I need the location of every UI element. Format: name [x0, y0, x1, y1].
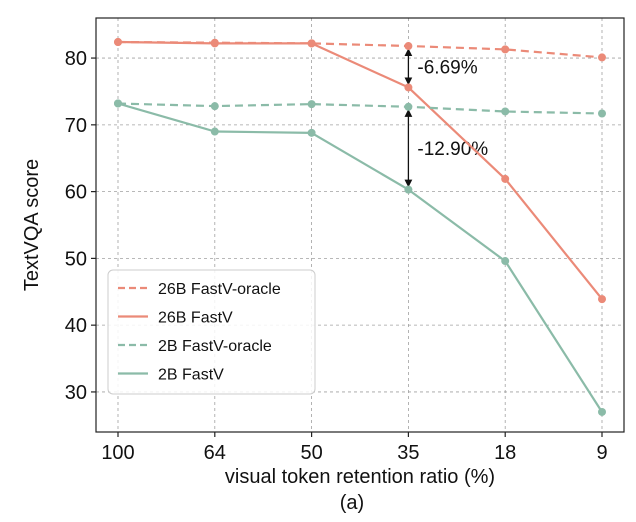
grid — [96, 18, 624, 432]
data-point-2b-fastv — [501, 257, 510, 266]
data-point-26b-fastv-oracle — [404, 42, 413, 51]
y-axis-label: TextVQA score — [21, 159, 43, 291]
legend-label-26b-fastv-oracle: 26B FastV-oracle — [158, 281, 281, 298]
annotations: -6.69% -12.90% — [404, 48, 488, 188]
data-point-26b-fastv — [114, 38, 122, 47]
y-tick-label: 70 — [65, 115, 87, 137]
x-tick-label: 9 — [596, 442, 607, 464]
x-tick-label: 18 — [494, 442, 516, 464]
figure-caption: (a) — [340, 492, 364, 514]
data-point-2b-fastv-oracle — [307, 100, 316, 109]
data-point-2b-fastv — [307, 128, 316, 137]
series-layer — [114, 38, 606, 416]
legend-box — [107, 269, 316, 395]
data-point-2b-fastv — [404, 185, 413, 194]
difference-label: -12.90% — [417, 139, 488, 160]
axis-ticks: 30 40 50 60 70 80 100 64 50 35 18 9 — [65, 48, 608, 464]
data-point-26b-fastv — [404, 83, 413, 92]
legend-label-26b-fastv: 26B FastV — [158, 310, 233, 327]
data-point-2b-fastv — [114, 99, 122, 108]
data-point-2b-fastv — [598, 407, 606, 416]
legend: 26B FastV-oracle 26B FastV 2B FastV-oracle… — [107, 269, 316, 395]
x-axis-label: visual token retention ratio (%) — [225, 466, 495, 488]
data-point-2b-fastv-oracle — [501, 107, 510, 116]
series-line-26b-fastv-oracle — [117, 40, 603, 59]
x-tick-label: 35 — [397, 442, 419, 464]
data-point-2b-fastv-oracle — [598, 109, 606, 118]
data-point-26b-fastv — [501, 174, 510, 183]
y-tick-label: 80 — [65, 48, 87, 70]
data-point-26b-fastv — [307, 39, 316, 48]
data-point-2b-fastv — [210, 127, 219, 136]
data-point-26b-fastv-oracle — [598, 53, 606, 62]
y-tick-label: 50 — [65, 248, 87, 270]
plot-area-frame — [95, 17, 625, 433]
legend-label-2b-fastv: 2B FastV — [158, 367, 224, 384]
x-tick-label: 64 — [204, 442, 226, 464]
y-tick-label: 40 — [65, 315, 87, 337]
difference-label: -6.69% — [417, 58, 477, 79]
series-line-2b-fastv — [117, 102, 603, 413]
data-point-26b-fastv-oracle — [501, 45, 510, 54]
series-line-2b-fastv-oracle — [117, 102, 603, 115]
legend-label-2b-fastv-oracle: 2B FastV-oracle — [158, 338, 272, 355]
data-point-26b-fastv — [210, 39, 219, 48]
data-point-2b-fastv-oracle — [210, 102, 219, 111]
data-point-2b-fastv-oracle — [404, 102, 413, 111]
x-tick-label: 50 — [300, 442, 322, 464]
y-tick-label: 60 — [65, 182, 87, 204]
series-line-26b-fastv — [117, 40, 603, 300]
data-point-26b-fastv — [598, 295, 606, 304]
x-tick-label: 100 — [101, 442, 134, 464]
y-tick-label: 30 — [65, 382, 87, 404]
